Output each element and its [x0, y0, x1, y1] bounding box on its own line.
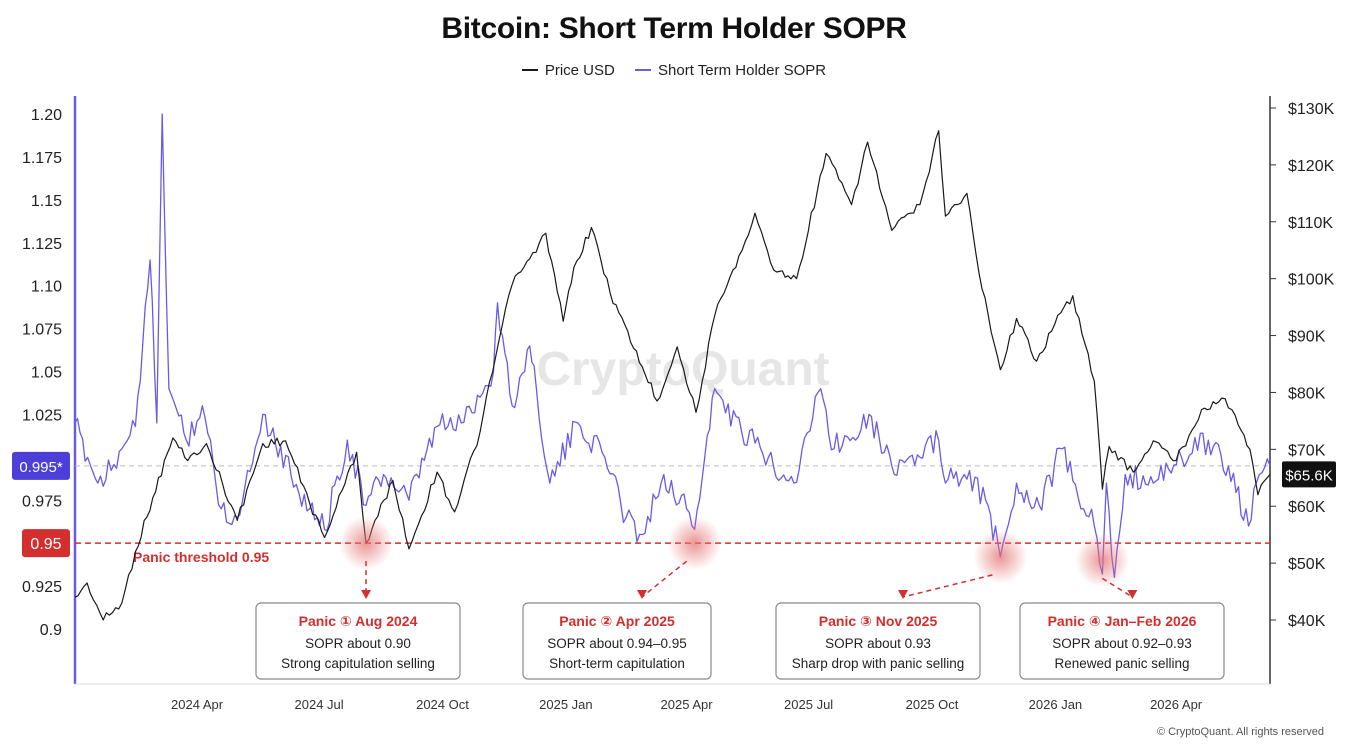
panic-box-line2-1: Strong capitulation selling [281, 656, 435, 671]
panic-box-title-3: Panic ③ Nov 2025 [819, 613, 938, 629]
y-left-tick-label: 1.10 [31, 279, 62, 296]
x-tick-label: 2026 Apr [1150, 697, 1203, 712]
x-tick-label: 2024 Oct [416, 697, 469, 712]
reference-badge-095 [22, 529, 70, 558]
y-right-tick-label: $70K [1288, 442, 1326, 459]
panic-highlight-4 [1075, 533, 1130, 588]
y-left-tick-label: 1.075 [22, 322, 62, 339]
panic-arrow-3 [902, 574, 993, 598]
panic-box-line1-2: SOPR about 0.94–0.95 [547, 636, 687, 651]
panic-box-title-4: Panic ④ Jan–Feb 2026 [1048, 613, 1197, 629]
panic-box-title-1: Panic ① Aug 2024 [299, 613, 418, 629]
panic-box-line1-3: SOPR about 0.93 [825, 636, 931, 651]
panic-arrow-2 [641, 560, 688, 598]
y-right-tick-label: $50K [1288, 556, 1326, 573]
panic-arrow-head-3 [898, 590, 908, 599]
x-tick-label: 2024 Apr [171, 697, 224, 712]
x-tick-label: 2024 Jul [295, 697, 344, 712]
panic-arrow-head-4 [1127, 590, 1138, 599]
y-right-tick-label: $100K [1288, 272, 1335, 289]
panic-box-line1-4: SOPR about 0.92–0.93 [1052, 636, 1192, 651]
reference-badge-0995 [12, 451, 70, 480]
x-tick-label: 2025 Jan [539, 697, 593, 712]
x-tick-label: 2025 Oct [906, 697, 959, 712]
legend-label-sopr: Short Term Holder SOPR [658, 61, 827, 79]
panic-box-line2-3: Sharp drop with panic selling [792, 656, 965, 671]
legend-item-sopr: Short Term Holder SOPR [635, 62, 826, 79]
panic-highlight-3 [973, 529, 1028, 584]
panic-box-line2-4: Renewed panic selling [1054, 656, 1189, 671]
y-left-tick-label: 1.025 [22, 407, 62, 424]
legend-label-price: Price USD [544, 61, 615, 79]
reference-label-095: 0.95 [30, 536, 61, 553]
y-left-tick-label: 1.05 [31, 365, 62, 382]
panic-box-line1-1: SOPR about 0.90 [305, 636, 411, 651]
copyright-notice: © CryptoQuant. All rights reserved [1156, 726, 1324, 738]
panic-highlight-1 [339, 516, 394, 571]
price-badge [1282, 461, 1336, 488]
y-left-tick-label: 0.975 [22, 493, 62, 510]
y-right-tick-label: $90K [1288, 329, 1326, 346]
panic-box-1 [255, 602, 461, 680]
y-right-tick-label: $110K [1288, 215, 1333, 232]
panic-highlight-2 [667, 516, 722, 571]
y-left-tick-label: 1.125 [22, 236, 62, 253]
panic-box-line2-2: Short-term capitulation [549, 656, 685, 671]
chart-legend: Price USD Short Term Holder SOPR [0, 58, 1348, 79]
panic-threshold-label: Panic threshold 0.95 [133, 549, 269, 565]
legend-swatch-sopr [635, 69, 652, 71]
legend-swatch-price [521, 69, 538, 71]
y-right-tick-label: $40K [1288, 613, 1326, 630]
x-tick-label: 2025 Apr [661, 697, 714, 712]
y-left-tick-label: 0.9 [40, 622, 62, 639]
series-line-sopr [74, 113, 1271, 579]
x-tick-label: 2026 Jan [1029, 697, 1083, 712]
panic-box-2 [522, 602, 712, 680]
reference-label-0995: 0.995* [19, 459, 63, 476]
price-badge-label: $65.6K [1285, 467, 1333, 484]
chart-title: Bitcoin: Short Term Holder SOPR [441, 12, 907, 45]
panic-box-title-2: Panic ② Apr 2025 [559, 613, 675, 629]
y-left-tick-label: 1.15 [31, 193, 62, 210]
y-right-tick-label: $130K [1288, 101, 1335, 118]
series-line-price [74, 130, 1271, 621]
panic-box-4 [1019, 602, 1225, 680]
y-right-tick-label: $60K [1288, 499, 1326, 516]
panic-arrow-4 [1101, 577, 1133, 598]
panic-box-3 [775, 602, 981, 680]
x-tick-label: 2025 Jul [784, 697, 833, 712]
y-left-tick-label: 1.175 [22, 150, 62, 167]
y-right-tick-label: $120K [1288, 158, 1335, 175]
y-right-tick-label: $80K [1288, 385, 1326, 402]
panic-arrow-head-1 [361, 590, 372, 599]
legend-item-price: Price USD [521, 61, 615, 79]
panic-arrow-head-2 [637, 590, 647, 599]
watermark-text: CryptoQuant [536, 343, 829, 396]
y-left-tick-label: 0.925 [22, 579, 62, 596]
y-left-tick-label: 1.20 [31, 107, 62, 124]
